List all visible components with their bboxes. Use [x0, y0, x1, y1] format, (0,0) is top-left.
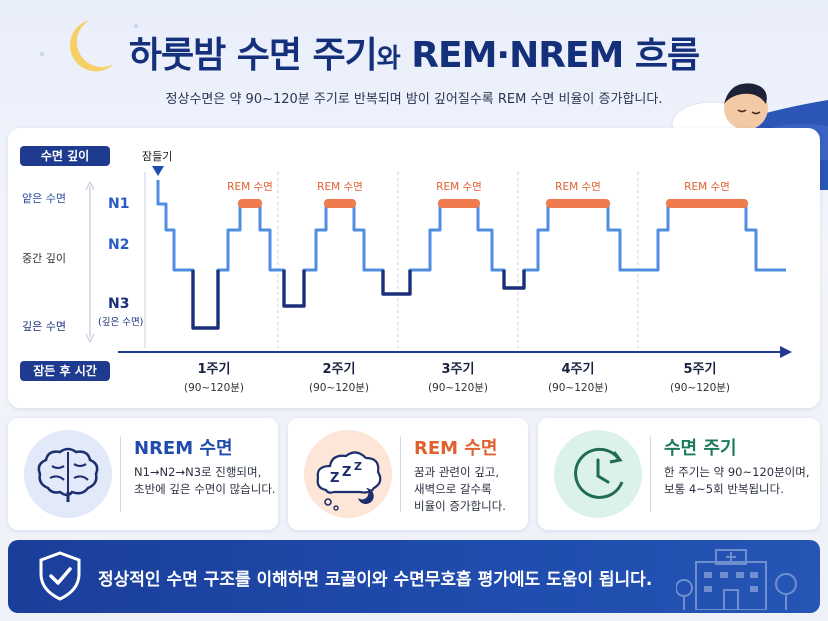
rem-label-2: REM 수면 — [317, 181, 363, 193]
brain-icon — [24, 430, 112, 518]
cycle-card: 수면 주기 한 주기는 약 90~120분이며, 보통 4~5회 반복됩니다. — [538, 418, 820, 530]
svg-text:Z: Z — [354, 460, 362, 473]
cycle-sub-5: (90~120분) — [670, 382, 730, 394]
deep-segment-4 — [502, 270, 526, 290]
rem-desc: 꿈과 관련이 깊고, 새벽으로 갈수록 비율이 증가합니다. — [414, 465, 506, 513]
rem-card: Z Z Z REM 수면 꿈과 관련이 깊고, 새벽으로 갈수록 비율이 증가합… — [288, 418, 528, 530]
svg-text:Z: Z — [342, 465, 351, 480]
shield-check-icon — [39, 551, 81, 601]
deep-segment-3 — [381, 270, 412, 296]
sleep-onset-label: 잠들기 — [142, 150, 172, 163]
stage-label-n1: N1 — [108, 196, 129, 212]
summary-banner: 정상적인 수면 구조를 이해하면 코골이와 수면무호흡 평가에도 도움이 됩니다… — [8, 540, 820, 613]
deep-segment-2 — [282, 270, 306, 308]
page-subtitle: 정상수면은 약 90~120분 주기로 반복되며 밤이 깊어질수록 REM 수면… — [165, 92, 663, 107]
cycle-title: 수면 주기 — [664, 438, 737, 459]
rem-label-3: REM 수면 — [436, 181, 482, 193]
x-axis-badge: 잠든 후 시간 — [33, 363, 97, 378]
sleep-cycle-chart: 수면 깊이 잠든 후 시간 얕은 수면 중간 깊이 깊은 수면 N1 N2 N3… — [8, 128, 820, 408]
deep-segment-1 — [191, 270, 220, 330]
rem-label-4: REM 수면 — [555, 181, 601, 193]
nrem-card: NREM 수면 N1→N2→N3로 진행되며, 초반에 깊은 수면이 많습니다. — [8, 418, 278, 530]
cycle-sub-3: (90~120분) — [428, 382, 488, 394]
depth-label-light: 얕은 수면 — [22, 192, 66, 205]
stage-label-n3-sub: (깊은 수면) — [98, 316, 143, 328]
cycle-label-4: 4주기 — [562, 362, 595, 377]
cycle-label-1: 1주기 — [198, 362, 231, 377]
hypnogram-deep-segments — [191, 270, 526, 330]
rem-label-1: REM 수면 — [227, 181, 273, 193]
cycle-sub-4: (90~120분) — [548, 382, 608, 394]
rem-bar-4 — [546, 199, 610, 208]
depth-label-deep: 깊은 수면 — [22, 320, 66, 333]
banner-text: 정상적인 수면 구조를 이해하면 코골이와 수면무호흡 평가에도 도움이 됩니다… — [98, 570, 653, 590]
cycle-labels: 1주기 (90~120분) 2주기 (90~120분) 3주기 (90~120분) 4주기 (… — [184, 362, 730, 394]
page-title: 하룻밤 수면 주기와 REM·NREM 흐름 — [128, 35, 700, 76]
nrem-title: NREM 수면 — [134, 438, 233, 459]
cycle-desc: 한 주기는 약 90~120분이며, 보통 4~5회 반복됩니다. — [664, 465, 810, 496]
rem-bar-5 — [666, 199, 748, 208]
cycle-label-3: 3주기 — [442, 362, 475, 377]
rem-bar-2 — [324, 199, 356, 208]
rem-title: REM 수면 — [414, 438, 498, 459]
hypnogram-rem-segments — [238, 199, 748, 208]
cycle-sub-1: (90~120분) — [184, 382, 244, 394]
rem-bar-1 — [238, 199, 262, 208]
cycle-label-5: 5주기 — [684, 362, 717, 377]
clock-cycle-icon — [554, 430, 642, 518]
sleep-onset-marker — [152, 166, 164, 176]
nrem-desc: N1→N2→N3로 진행되며, 초반에 깊은 수면이 많습니다. — [134, 465, 276, 496]
depth-label-medium: 중간 깊이 — [22, 252, 66, 265]
moon-icon — [40, 20, 154, 72]
dream-cloud-icon: Z Z Z — [304, 430, 392, 518]
y-axis-badge: 수면 깊이 — [41, 148, 89, 163]
hospital-building-icon — [676, 549, 797, 610]
stage-label-n3: N3 — [108, 296, 129, 312]
cycle-sub-2: (90~120분) — [309, 382, 369, 394]
rem-bar-3 — [438, 199, 480, 208]
rem-labels: REM 수면 REM 수면 REM 수면 REM 수면 REM 수면 — [227, 181, 730, 193]
svg-text:Z: Z — [330, 471, 339, 486]
rem-label-5: REM 수면 — [684, 181, 730, 193]
cycle-label-2: 2주기 — [323, 362, 356, 377]
stage-label-n2: N2 — [108, 237, 129, 253]
